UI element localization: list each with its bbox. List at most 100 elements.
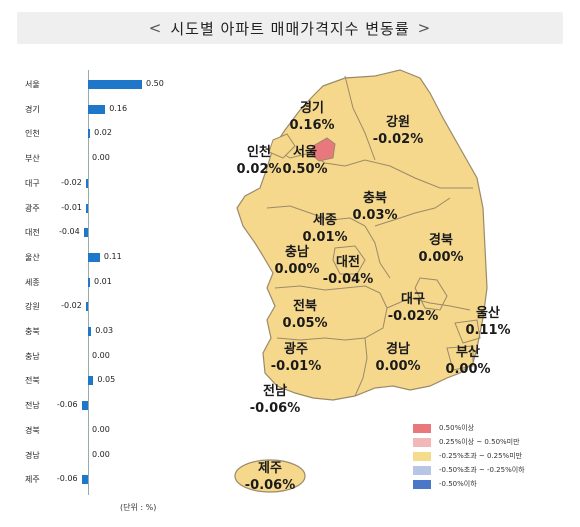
region-label: 대전 -0.04% (323, 254, 374, 288)
region-value: -0.06% (249, 401, 301, 416)
map-legend: 0.50%이상 0.25%이상 ~ 0.50%미만 -0.25%초과 ~ 0.25%… (413, 423, 563, 493)
bar-mark (81, 475, 88, 485)
region-value: 0.03% (352, 208, 398, 223)
region-name: 세종 (313, 213, 337, 228)
region-label: 울산 0.11% (465, 305, 510, 339)
legend-item: -0.50%초과 ~ -0.25%이하 (413, 465, 563, 477)
legend-item: -0.25%초과 ~ 0.25%미만 (413, 451, 563, 463)
bar-category-label: 강원 (25, 302, 40, 312)
region-name: 강원 (386, 115, 410, 130)
bar-mark (83, 228, 88, 238)
region-label: 제주 -0.06% (245, 460, 296, 494)
bar-mark (88, 277, 90, 287)
legend-label: -0.25%초과 ~ 0.25%미만 (439, 452, 523, 460)
bar-mark (88, 80, 142, 89)
bar-mark (85, 302, 88, 312)
seoul-shape (310, 137, 336, 162)
legend-item: -0.50%이하 (413, 479, 563, 491)
bar-mark (86, 203, 88, 213)
region-name: 인천 (247, 145, 271, 160)
legend-label: 0.50%이상 (439, 424, 475, 432)
region-name: 전남 (263, 384, 287, 399)
bar-value-label: -0.02 (61, 177, 82, 187)
bar-category-label: 전남 (25, 401, 40, 411)
bar-row: 울산 0.11 (0, 250, 200, 266)
region-name: 충북 (363, 191, 387, 206)
region-label: 충북 0.03% (352, 190, 397, 224)
region-name: 경북 (429, 233, 453, 248)
region-value: -0.04% (322, 272, 374, 287)
legend-label: 0.25%이상 ~ 0.50%미만 (439, 438, 520, 446)
bar-value-label: 0.02 (94, 128, 112, 138)
bar-value-label: 0.00 (92, 350, 110, 360)
region-label: 강원 -0.02% (373, 114, 424, 148)
bar-category-label: 충북 (25, 327, 40, 336)
jeju-shape (234, 459, 306, 493)
chevron-left-icon: < (148, 19, 163, 37)
region-name: 대전 (336, 255, 360, 270)
region-value: 0.00% (274, 262, 320, 277)
region-label: 인천 0.02% (236, 144, 281, 178)
bar-row: 제주 -0.06 (0, 472, 200, 488)
page-title: 시도별 아파트 매매가격지수 변동률 (170, 19, 410, 38)
border-gyeonggi-gangwon (272, 147, 473, 189)
bar-mark (88, 104, 106, 114)
border-jeonnam-gyeongnam (354, 337, 368, 397)
border-gyeonggi-east (344, 75, 376, 161)
bar-value-label: 0.00 (92, 424, 110, 434)
bar-mark (81, 401, 88, 411)
region-value: 0.00% (445, 362, 491, 377)
bar-row: 충북 0.03 (0, 324, 200, 340)
bar-category-label: 대전 (25, 228, 40, 238)
bar-row: 인천 0.02 (0, 126, 200, 142)
region-name: 경남 (386, 342, 410, 357)
chevron-right-icon: > (417, 19, 432, 37)
bar-row: 전북 0.05 (0, 373, 200, 389)
bar-value-label: 0.01 (94, 276, 112, 286)
region-label: 서울 0.50% (282, 144, 327, 178)
bar-value-label: -0.04 (58, 227, 80, 237)
bar-category-label: 경기 (25, 104, 40, 114)
legend-swatch (413, 438, 431, 447)
region-label: 전남 -0.06% (250, 383, 301, 417)
region-value: 0.00% (418, 250, 464, 265)
legend-swatch (413, 424, 431, 433)
bar-mark (88, 376, 94, 386)
border-chungbuk-gyeongbuk (374, 197, 451, 227)
incheon-shape (268, 133, 296, 159)
region-label: 경기 0.16% (289, 100, 334, 134)
korea-map: 경기 0.16% 강원 -0.02% 인천 0.02% 서울 0.50% 충북 0.03% 세종 0.… (215, 48, 515, 508)
bar-mark (85, 178, 88, 188)
region-name: 제주 (258, 461, 282, 476)
bar-row: 대구 -0.02 (0, 176, 200, 192)
border-ulsan (454, 319, 481, 344)
bar-category-label: 경북 (25, 425, 40, 435)
region-value: -0.01% (270, 359, 322, 374)
bar-value-label: -0.02 (61, 301, 82, 311)
legend-swatch (413, 480, 431, 489)
bar-mark (88, 129, 91, 139)
bar-row: 광주 -0.01 (0, 201, 200, 217)
bar-value-label: 0.16 (109, 103, 128, 113)
region-label: 전북 0.05% (282, 298, 327, 332)
border-gyeongbuk-gyeongnam (386, 297, 471, 311)
bar-category-label: 인천 (25, 129, 40, 139)
map-svg (234, 69, 488, 493)
bar-row: 경북 0.00 (0, 423, 200, 439)
bar-mark (88, 327, 92, 336)
region-value: -0.06% (244, 478, 296, 493)
bar-value-label: 0.03 (95, 326, 114, 335)
bar-value-label: 0.50 (146, 79, 164, 88)
region-name: 충남 (285, 245, 309, 260)
region-label: 충남 0.00% (274, 244, 319, 278)
region-name: 전북 (293, 299, 317, 314)
bar-value-label: -0.01 (61, 202, 82, 212)
legend-swatch (413, 466, 431, 475)
region-label: 광주 -0.01% (271, 341, 322, 375)
region-value: -0.02% (387, 309, 439, 324)
region-label: 경남 0.00% (375, 341, 420, 375)
bar-row: 경남 0.00 (0, 448, 200, 464)
bar-row: 대전 -0.04 (0, 225, 200, 241)
bar-value-label: 0.00 (92, 153, 110, 163)
bar-category-label: 서울 (25, 80, 40, 89)
